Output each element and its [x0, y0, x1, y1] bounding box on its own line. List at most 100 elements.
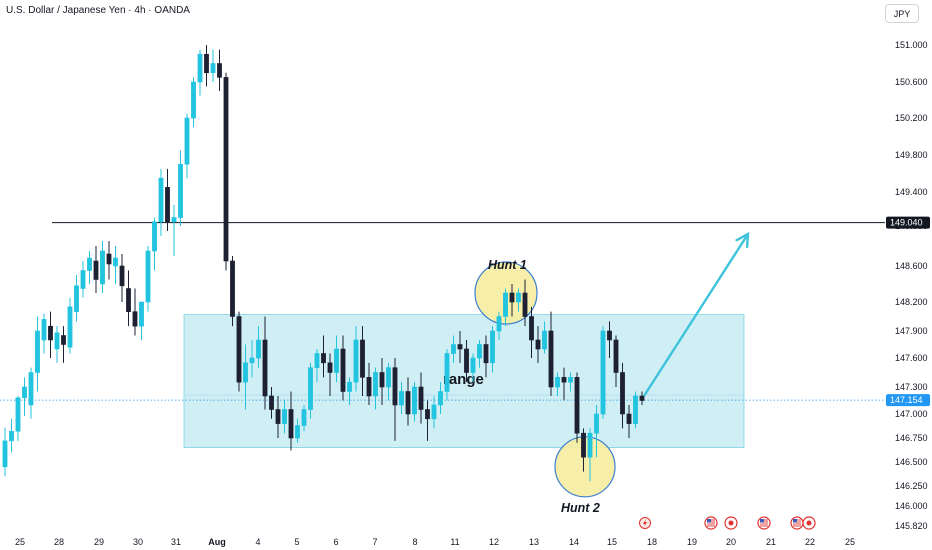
candle-body	[15, 397, 21, 432]
candle-body	[451, 344, 456, 354]
y-tick-label: 147.300	[895, 382, 928, 392]
candle-body	[139, 301, 144, 327]
currency-selector[interactable]: JPY	[885, 4, 919, 23]
candle-body	[282, 409, 287, 424]
resistance-price-tag-label: 149.040	[890, 218, 923, 228]
x-tick-label: 6	[333, 537, 338, 547]
candle-body	[633, 395, 638, 424]
x-tick-label: 28	[54, 537, 64, 547]
symbol-title: U.S. Dollar / Japanese Yen · 4h · OANDA	[6, 5, 190, 16]
x-tick-label: 13	[529, 537, 539, 547]
event-dot-core	[806, 520, 812, 526]
resistance-price-tag	[886, 216, 930, 229]
x-tick-label: Aug	[208, 537, 226, 547]
candle-body	[178, 163, 183, 218]
projection-arrow	[642, 233, 750, 397]
flag-canton	[707, 519, 711, 523]
candle-body	[639, 395, 645, 401]
y-tick-label: 146.500	[895, 457, 928, 467]
candle-body	[314, 353, 320, 368]
candle-body	[145, 250, 151, 303]
x-tick-label: 21	[766, 537, 776, 547]
x-tick-label: 25	[845, 537, 855, 547]
x-tick-label: 5	[294, 537, 299, 547]
current-price-tag	[886, 394, 930, 407]
x-tick-label: 18	[647, 537, 657, 547]
projection-arrow-head	[735, 231, 750, 249]
y-tick-label: 149.400	[895, 187, 928, 197]
range-box	[183, 314, 745, 449]
candle-body	[353, 339, 359, 383]
candle-body	[438, 391, 443, 406]
candle-body	[477, 344, 482, 359]
candle-body	[399, 391, 404, 406]
y-tick-label: 151.000	[895, 40, 928, 50]
candle-body	[509, 292, 515, 303]
x-tick-label: 31	[171, 537, 181, 547]
candle-body	[249, 357, 255, 364]
candle-body	[223, 77, 229, 262]
candle-body	[74, 285, 79, 312]
range-layer: range	[183, 314, 745, 449]
event-us-flag-icon	[757, 516, 771, 530]
candle-body	[626, 413, 632, 424]
x-tick-label: 4	[255, 537, 260, 547]
candle-body	[100, 250, 105, 285]
candle-body	[184, 117, 190, 165]
candle-body	[321, 353, 326, 364]
hunt-2-label: Hunt 2	[561, 501, 600, 515]
candle-body	[386, 367, 391, 388]
candle-body	[204, 53, 209, 74]
candle-body	[548, 330, 554, 388]
candle-body	[295, 425, 300, 439]
candle-body	[327, 362, 333, 373]
x-tick-label: 7	[372, 537, 377, 547]
candle-body	[555, 377, 560, 388]
candle-body	[288, 409, 294, 439]
y-tick-label: 146.000	[895, 501, 928, 511]
y-tick-label: 150.600	[895, 77, 928, 87]
candle-body	[457, 344, 463, 350]
x-tick-label: 25	[15, 537, 25, 547]
candle-body	[483, 344, 489, 364]
x-tick-label: 8	[412, 537, 417, 547]
y-tick-label: 148.200	[895, 297, 928, 307]
currency-label: JPY	[893, 8, 911, 19]
candle-body	[334, 348, 339, 373]
x-tick-label: 29	[94, 537, 104, 547]
axis-layer: 151.000 150.600 150.200 149.800 149.400 149.0…	[15, 40, 930, 547]
candle-body	[113, 257, 118, 267]
candle-body	[470, 357, 476, 373]
candle-body	[490, 330, 495, 364]
flag-canton	[760, 519, 764, 523]
candle-body	[425, 409, 430, 420]
candle-body	[275, 409, 281, 424]
candle-body	[561, 377, 567, 383]
candle-body	[269, 395, 274, 410]
flag-canton	[793, 519, 797, 523]
candle-body	[568, 377, 573, 383]
candle-body	[28, 372, 34, 406]
candle-body	[360, 339, 365, 378]
x-tick-label: 20	[726, 537, 736, 547]
candle-body	[522, 292, 528, 317]
candle-body	[581, 432, 586, 458]
candle-body	[197, 53, 203, 83]
candle-body	[2, 440, 8, 468]
y-tick-label: 150.200	[895, 113, 928, 123]
event-us-flag-icon	[704, 516, 718, 530]
x-tick-label: 12	[489, 537, 499, 547]
candle-body	[613, 339, 619, 373]
candle-body	[366, 377, 372, 397]
candle-body	[431, 404, 437, 420]
candle-body	[418, 386, 424, 410]
candles-layer	[2, 45, 645, 482]
x-tick-label: 15	[607, 537, 617, 547]
annotations-layer: Hunt 1 Hunt 2	[488, 231, 750, 515]
candle-body	[41, 319, 47, 341]
candle-body	[165, 187, 170, 223]
y-tick-label: 145.820	[895, 521, 928, 531]
candle-body	[620, 372, 625, 415]
range-label: range	[443, 371, 484, 388]
